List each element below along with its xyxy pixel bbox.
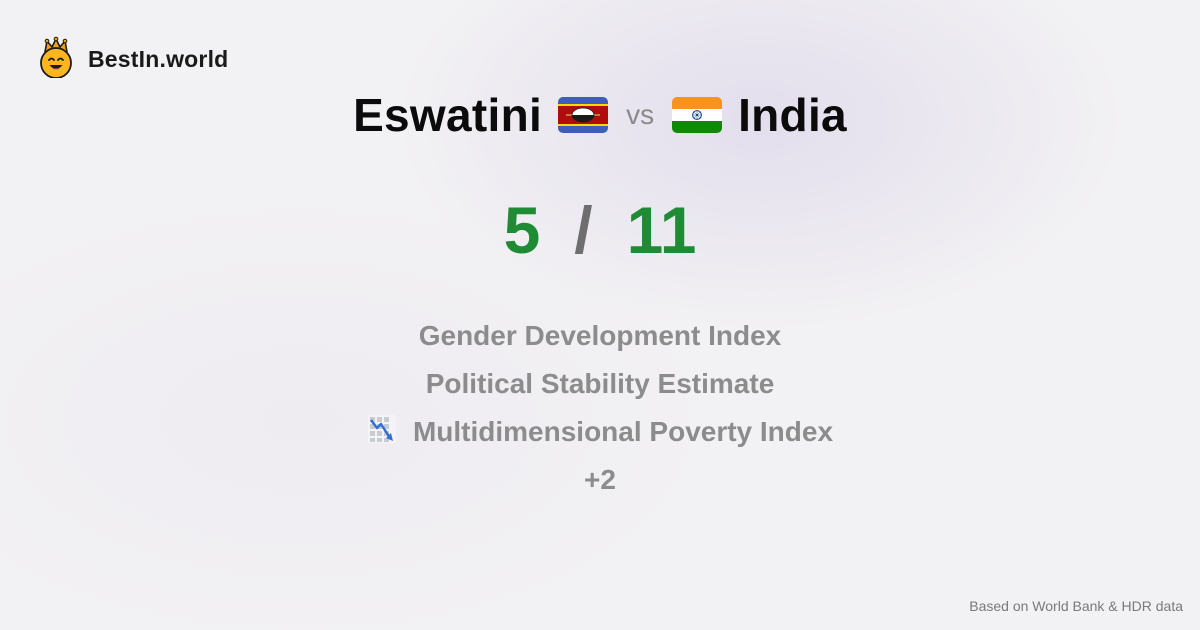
left-score: 5	[503, 193, 541, 267]
metric-label: +2	[584, 464, 616, 495]
crowned-smiley-icon	[38, 36, 74, 83]
india-flag-icon	[672, 97, 723, 133]
right-score: 11	[626, 193, 697, 267]
data-source-note: Based on World Bank & HDR data	[969, 598, 1183, 614]
right-country-name[interactable]: India	[738, 89, 847, 141]
more-metrics-count[interactable]: +2	[584, 456, 616, 504]
brand[interactable]: BestIn.world	[38, 36, 228, 83]
brand-name: BestIn.world	[88, 46, 229, 72]
metric-label: Multidimensional Poverty Index	[412, 416, 834, 447]
comparison-title: Eswatini vs India	[0, 88, 1200, 142]
eswatini-flag-icon	[558, 97, 609, 133]
metric-item[interactable]: Gender Development Index	[419, 312, 782, 360]
left-country-name[interactable]: Eswatini	[353, 89, 543, 141]
metric-label: Gender Development Index	[418, 320, 782, 351]
score-separator: /	[574, 193, 593, 267]
vs-label: vs	[626, 99, 655, 130]
metric-label: Political Stability Estimate	[425, 368, 775, 399]
metric-item[interactable]: Multidimensional Poverty Index	[367, 408, 833, 456]
chart-decreasing-icon	[367, 414, 397, 451]
metric-item[interactable]: Political Stability Estimate	[426, 360, 775, 408]
metrics-list: Gender Development Index Political Stabi…	[0, 312, 1200, 504]
score: 5 / 11	[0, 192, 1200, 268]
